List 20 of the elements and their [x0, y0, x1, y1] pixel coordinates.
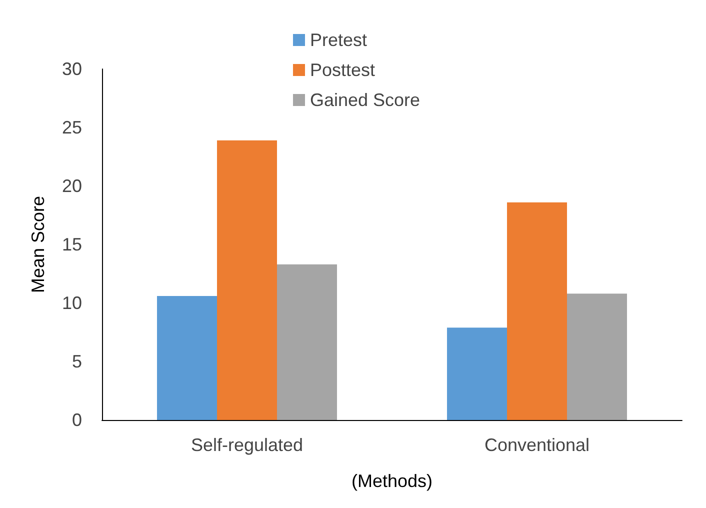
x-tick-label: Conventional: [484, 435, 590, 455]
legend-label: Gained Score: [310, 90, 420, 110]
bar: [217, 140, 277, 420]
bar: [507, 202, 567, 420]
y-tick-label: 0: [72, 410, 82, 430]
y-tick-label: 15: [62, 234, 82, 254]
y-tick-label: 30: [62, 59, 82, 79]
bar: [277, 264, 337, 420]
y-axis-title: Mean Score: [28, 196, 48, 294]
y-tick-label: 10: [62, 293, 82, 313]
bar: [157, 296, 217, 420]
bar: [447, 328, 507, 420]
legend-label: Pretest: [310, 30, 368, 50]
x-tick-label: Self-regulated: [190, 435, 304, 455]
x-axis-title: (Methods): [351, 471, 433, 491]
y-tick-label: 5: [72, 352, 82, 372]
y-tick-label: 20: [62, 176, 82, 196]
bar: [567, 294, 627, 420]
y-tick-label: 25: [62, 118, 82, 138]
legend-label: Posttest: [310, 60, 376, 80]
